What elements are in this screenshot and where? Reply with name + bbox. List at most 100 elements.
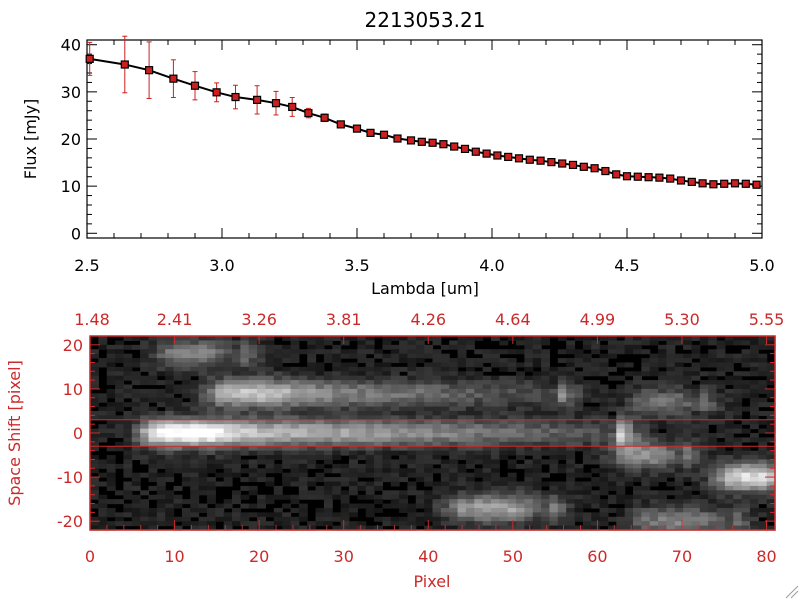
image-pixel xyxy=(223,463,233,469)
image-pixel xyxy=(298,490,308,496)
image-pixel xyxy=(490,358,500,364)
image-pixel xyxy=(115,397,125,403)
image-pixel xyxy=(106,419,116,425)
image-pixel xyxy=(465,433,475,439)
image-pixel xyxy=(582,371,592,377)
image-pixel xyxy=(516,340,525,346)
image-pixel xyxy=(432,371,442,377)
image-pixel xyxy=(457,490,467,496)
data-point xyxy=(336,120,345,129)
image-pixel xyxy=(591,415,601,421)
image-pixel xyxy=(307,349,317,355)
image-pixel xyxy=(390,393,400,399)
image-pixel xyxy=(541,437,551,443)
image-pixel xyxy=(758,388,768,394)
image-pixel xyxy=(641,406,651,412)
image-pixel xyxy=(674,441,684,447)
image-pixel xyxy=(148,521,158,527)
data-point xyxy=(514,154,524,163)
y-tick-labels: 20 10 0 -10 -20 xyxy=(57,336,83,531)
image-pixel xyxy=(666,380,676,386)
image-pixel xyxy=(616,516,626,522)
top-tick-label: 1.48 xyxy=(74,310,110,329)
image-pixel xyxy=(749,344,759,350)
image-pixel xyxy=(658,459,667,465)
image-pixel xyxy=(649,437,659,443)
image-pixel xyxy=(566,477,576,483)
image-pixel xyxy=(766,499,776,505)
image-pixel xyxy=(516,419,525,425)
image-pixel xyxy=(616,424,626,430)
image-pixel xyxy=(699,494,709,500)
image-pixel xyxy=(758,344,768,350)
spectrum-chart: 2213053.21 2.5 3.0 3.5 4.0 4.5 5.0 0 10 … xyxy=(21,8,775,298)
image-pixel xyxy=(173,437,183,443)
image-pixel xyxy=(599,450,609,456)
image-pixel xyxy=(173,446,183,452)
image-pixel xyxy=(148,450,158,456)
image-pixel xyxy=(716,388,726,394)
image-pixel xyxy=(624,468,634,474)
image-pixel xyxy=(474,402,484,408)
image-pixel xyxy=(683,499,693,505)
image-pixel xyxy=(683,455,693,461)
image-pixel xyxy=(641,336,651,342)
image-pixel xyxy=(273,371,283,377)
image-pixel xyxy=(340,503,350,509)
image-pixel xyxy=(741,507,751,513)
image-pixel xyxy=(315,362,325,368)
image-pixel xyxy=(181,468,191,474)
image-pixel xyxy=(240,340,250,346)
image-pixel xyxy=(273,521,283,527)
image-pixel xyxy=(357,353,367,359)
image-pixel xyxy=(482,521,492,527)
image-pixel xyxy=(490,441,500,447)
image-pixel xyxy=(607,397,617,403)
image-pixel xyxy=(282,472,292,478)
data-point xyxy=(231,92,240,102)
image-pixel xyxy=(123,507,133,513)
image-pixel xyxy=(232,415,241,421)
image-pixel xyxy=(465,371,475,377)
image-pixel xyxy=(123,503,133,509)
image-pixel xyxy=(465,512,475,518)
image-pixel xyxy=(223,366,233,372)
y-tick-label: 10 xyxy=(61,177,81,196)
image-pixel xyxy=(106,433,116,439)
image-pixel xyxy=(181,415,191,421)
image-pixel xyxy=(465,362,475,368)
image-pixel xyxy=(557,366,567,372)
image-pixel xyxy=(766,424,776,430)
image-pixel xyxy=(140,344,150,350)
image-pixel xyxy=(741,340,751,346)
image-pixel xyxy=(407,424,417,430)
image-pixel xyxy=(90,428,99,434)
image-pixel xyxy=(708,521,718,527)
image-pixel xyxy=(298,433,308,439)
image-pixel xyxy=(148,380,158,386)
image-pixel xyxy=(265,353,275,359)
image-pixel xyxy=(658,441,667,447)
image-pixel xyxy=(165,441,175,447)
image-pixel xyxy=(683,375,693,381)
image-pixel xyxy=(524,353,534,359)
image-pixel xyxy=(649,402,659,408)
image-pixel xyxy=(90,516,99,522)
image-pixel xyxy=(733,525,743,531)
image-pixel xyxy=(131,371,141,377)
image-pixel xyxy=(457,433,467,439)
image-pixel xyxy=(516,428,525,434)
image-pixel xyxy=(490,503,500,509)
image-pixel xyxy=(465,516,475,522)
image-pixel xyxy=(190,353,200,359)
image-pixel xyxy=(232,340,241,346)
image-pixel xyxy=(223,397,233,403)
resize-grip-icon[interactable] xyxy=(785,585,799,599)
image-pixel xyxy=(699,521,709,527)
image-pixel xyxy=(758,358,768,364)
image-pixel xyxy=(632,344,642,350)
image-pixel xyxy=(541,336,551,342)
x-tick-label: 4.5 xyxy=(614,256,639,275)
image-pixel xyxy=(348,336,358,342)
image-pixel xyxy=(724,336,734,342)
